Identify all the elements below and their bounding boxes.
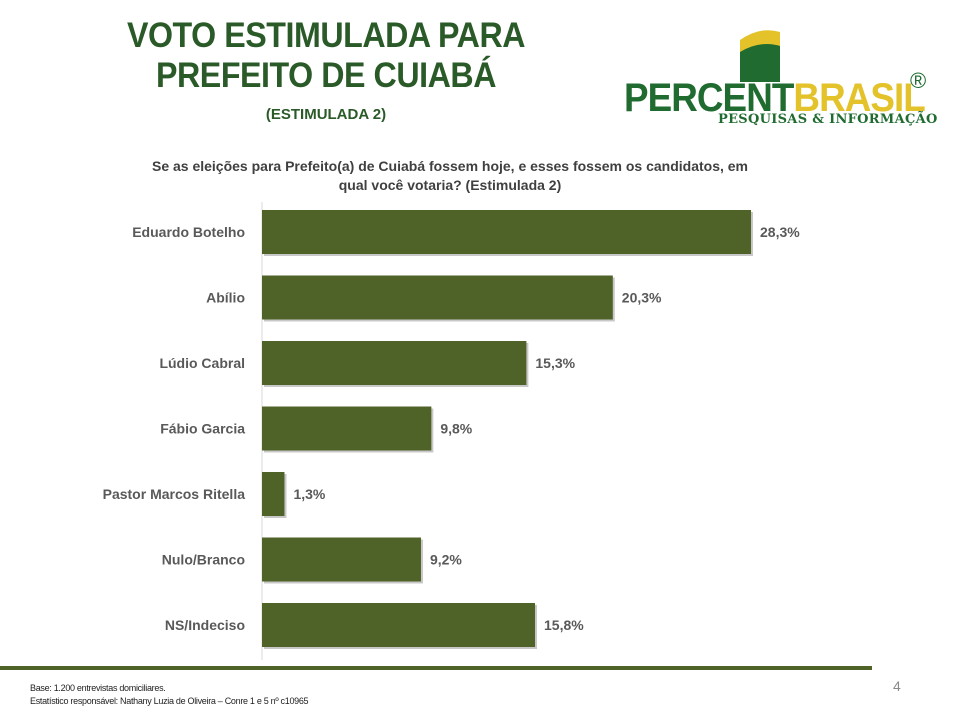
page-title: VOTO ESTIMULADA PARA PREFEITO DE CUIABÁ — [118, 16, 534, 96]
flag-emblem-icon — [740, 30, 780, 82]
category-label: Fábio Garcia — [160, 421, 245, 437]
logo-word-brasil: BRASIL — [793, 76, 925, 120]
percentbrasil-logo: PERCENTBRASIL ® PESQUISAS & INFORMAÇÃO — [620, 20, 940, 132]
category-label: Nulo/Branco — [162, 552, 245, 568]
chart-title-line2: qual você votaria? (Estimulada 2) — [338, 177, 562, 193]
bar — [262, 603, 536, 647]
logo-word-percent: PERCENT — [624, 76, 794, 120]
bar — [262, 406, 432, 451]
footer-base-note: Base: 1.200 entrevistas domiciliares. — [30, 683, 166, 693]
page-subtitle: (ESTIMULADA 2) — [265, 106, 387, 123]
bar — [262, 341, 527, 385]
footer-divider — [0, 666, 872, 670]
bar — [262, 537, 421, 582]
bar — [262, 210, 752, 254]
chart-title-line1: Se as eleições para Prefeito(a) de Cuiab… — [151, 158, 749, 174]
category-label: Pastor Marcos Ritella — [103, 486, 246, 502]
data-label: 15,8% — [544, 617, 584, 633]
data-label: 20,3% — [622, 290, 662, 306]
data-label: 28,3% — [760, 224, 800, 240]
logo-tagline: PESQUISAS & INFORMAÇÃO — [718, 112, 938, 127]
footer-statistician-note: Estatístico responsável: Nathany Luzia d… — [30, 696, 309, 706]
data-label: 9,2% — [430, 552, 462, 568]
chart-title: Se as eleições para Prefeito(a) de Cuiab… — [130, 157, 770, 195]
page-title-line1: VOTO ESTIMULADA PARA — [126, 16, 526, 55]
page-title-line2: PREFEITO DE CUIABÁ — [156, 56, 496, 95]
registered-mark: ® — [910, 68, 927, 93]
data-label: 15,3% — [535, 355, 575, 371]
bar — [262, 472, 285, 516]
logo-wordmark: PERCENTBRASIL — [624, 76, 926, 120]
category-label: NS/Indeciso — [165, 617, 245, 633]
category-label: Eduardo Botelho — [132, 224, 245, 240]
page-number: 4 — [893, 678, 901, 694]
footer-notes: Base: 1.200 entrevistas domiciliares. Es… — [30, 682, 309, 708]
category-label: Abílio — [206, 290, 245, 306]
data-label: 1,3% — [293, 486, 325, 502]
data-label: 9,8% — [440, 421, 472, 437]
category-label: Lúdio Cabral — [159, 355, 245, 371]
bar — [262, 275, 613, 320]
